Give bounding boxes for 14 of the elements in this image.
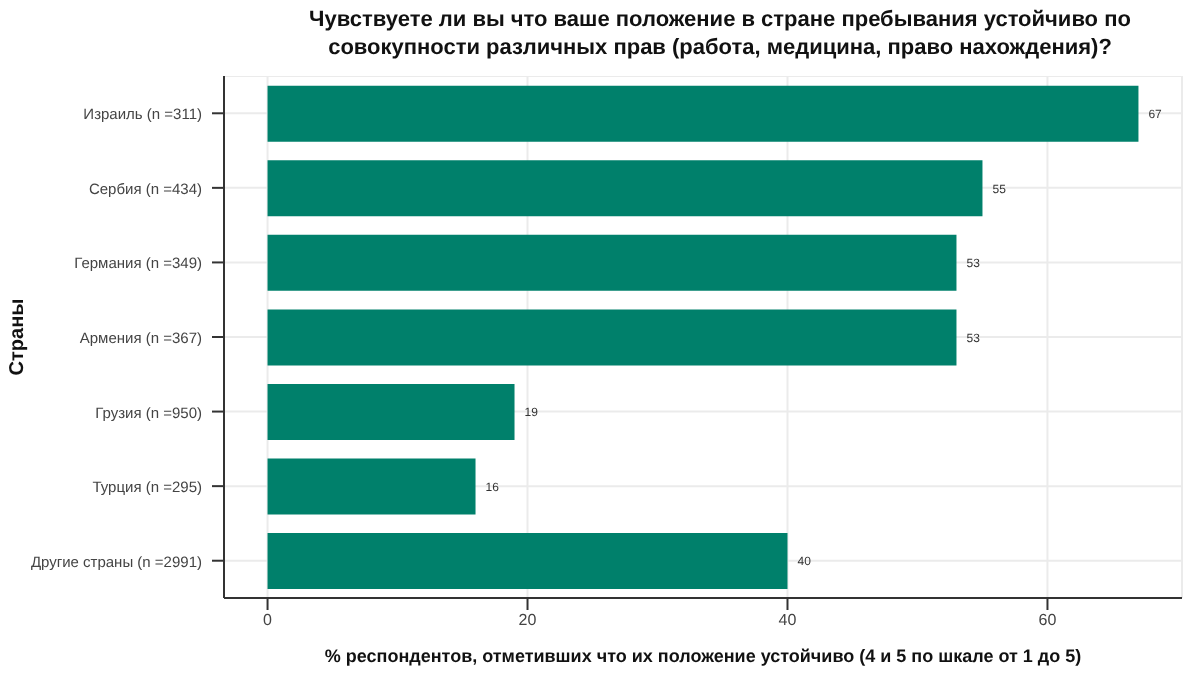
x-tick-label: 0	[263, 611, 274, 630]
y-axis-title: Страны	[7, 298, 30, 376]
bar	[267, 85, 1139, 142]
bar	[267, 533, 788, 590]
x-tick-label: 40	[778, 611, 798, 630]
bar	[267, 383, 515, 440]
bar	[267, 309, 957, 366]
x-axis-title: % респондентов, отметивших что их положение устойчиво (4 и 5 по шкале от 1 до 5)	[324, 646, 1082, 666]
bar	[267, 160, 983, 217]
bar	[267, 458, 476, 515]
x-tick-label: 60	[1038, 611, 1058, 630]
bar	[267, 234, 957, 291]
chart-title: Чувствуете ли вы что ваше положение в стране пребывания устойчиво по совокупности различных прав (работа, медицина, право нахождения)?	[307, 6, 1133, 62]
x-tick-label: 20	[518, 611, 538, 630]
